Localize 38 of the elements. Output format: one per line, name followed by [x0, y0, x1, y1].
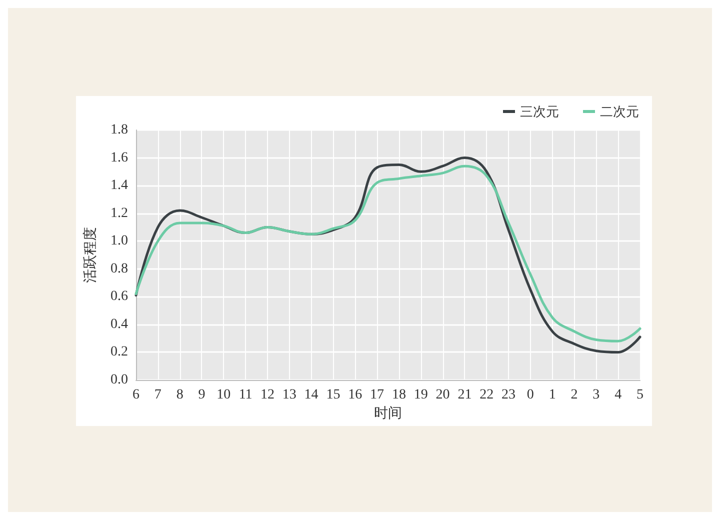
legend-label: 三次元 — [520, 104, 559, 119]
x-tick-label: 5 — [636, 388, 644, 402]
y-tick-label: 1.4 — [110, 178, 128, 194]
x-tick-label: 22 — [480, 388, 494, 402]
y-tick-label: 0.2 — [110, 344, 128, 360]
x-tick-label: 13 — [282, 388, 296, 402]
x-axis-title: 时间 — [374, 405, 402, 422]
x-tick-label: 8 — [176, 388, 184, 402]
y-tick-label: 0.6 — [110, 289, 128, 304]
x-tick-label: 14 — [304, 388, 318, 402]
x-tick-label: 11 — [238, 388, 252, 402]
y-tick-label: 1.2 — [110, 206, 128, 221]
x-tick-label: 2 — [570, 388, 578, 402]
y-tick-label: 0.4 — [110, 316, 128, 332]
x-tick-label: 19 — [414, 388, 428, 402]
x-tick-label: 18 — [392, 388, 406, 402]
x-tick-label: 6 — [132, 388, 140, 402]
x-tick-label: 9 — [198, 388, 206, 402]
x-tick-label: 16 — [348, 388, 362, 402]
x-tick-label: 10 — [216, 388, 231, 402]
x-tick-label: 21 — [458, 388, 472, 402]
y-tick-label: 1.0 — [110, 234, 128, 249]
legend-label: 二次元 — [600, 104, 639, 119]
x-tick-label: 1 — [548, 388, 556, 402]
x-tick-label: 20 — [436, 388, 450, 402]
y-tick-label: 0.0 — [110, 372, 128, 388]
x-tick-label: 12 — [260, 388, 274, 402]
y-tick-label: 1.6 — [110, 150, 128, 166]
x-tick-label: 7 — [154, 388, 162, 402]
x-tick-label: 15 — [326, 388, 340, 402]
y-axis-title: 活跃程度 — [82, 227, 98, 283]
x-tick-label: 23 — [502, 388, 516, 402]
x-tick-label: 0 — [526, 388, 534, 402]
x-tick-label: 17 — [370, 388, 384, 402]
x-tick-label: 4 — [614, 388, 622, 402]
x-tick-label: 3 — [592, 388, 600, 402]
y-tick-label: 1.8 — [110, 122, 128, 138]
y-tick-label: 0.8 — [110, 261, 128, 276]
